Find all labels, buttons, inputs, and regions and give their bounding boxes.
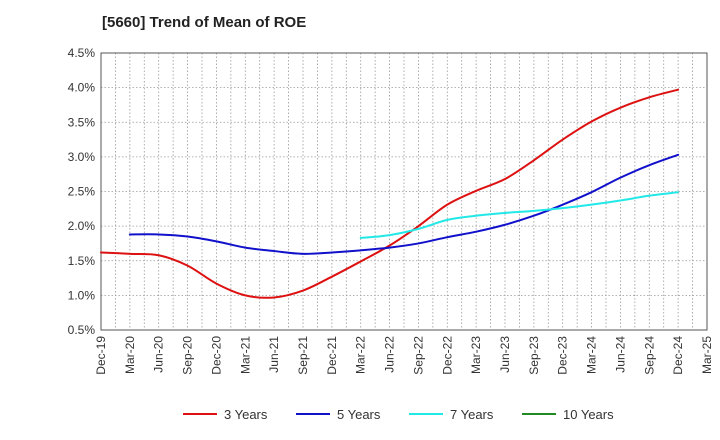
legend-label: 3 Years <box>224 407 268 422</box>
x-tick-label: Mar-20 <box>123 336 137 374</box>
x-tick-label: Dec-24 <box>671 336 685 375</box>
y-tick-label: 3.0% <box>68 150 96 164</box>
y-tick-label: 0.5% <box>68 323 96 337</box>
x-tick-label: Mar-22 <box>354 336 368 374</box>
x-tick-label: Sep-23 <box>527 336 541 375</box>
legend-label: 10 Years <box>563 407 614 422</box>
x-tick-label: Jun-20 <box>152 336 166 373</box>
x-tick-label: Mar-25 <box>700 336 714 374</box>
x-tick-label: Dec-22 <box>440 336 454 375</box>
x-tick-label: Jun-21 <box>267 336 281 373</box>
legend-label: 5 Years <box>337 407 381 422</box>
series-line-3 <box>359 191 680 239</box>
chart-title: [5660] Trend of Mean of ROE <box>102 14 307 31</box>
x-tick-label: Dec-20 <box>209 336 223 375</box>
plot-frame <box>100 52 708 331</box>
x-tick-label: Mar-24 <box>585 336 599 374</box>
legend: 3 Years 5 Years 7 Years 10 Years <box>183 407 614 422</box>
y-tick-label: 2.5% <box>68 185 96 199</box>
x-tick-label: Sep-21 <box>296 336 310 375</box>
x-tick-label: Dec-23 <box>556 336 570 375</box>
x-tick-label: Jun-22 <box>383 336 397 373</box>
x-tick-label: Sep-22 <box>411 336 425 375</box>
y-tick-label: 1.5% <box>68 254 96 268</box>
y-tick-label: 4.5% <box>68 46 96 60</box>
x-tick-label: Mar-21 <box>238 336 252 374</box>
x-tick-label: Jun-24 <box>613 336 627 373</box>
x-tick-label: Mar-23 <box>469 336 483 374</box>
x-tick-label: Sep-24 <box>642 336 656 375</box>
x-tick-label: Dec-21 <box>325 336 339 375</box>
y-tick-label: 1.0% <box>68 288 96 302</box>
y-axis: 0.5% 1.0% 1.5% 2.0% 2.5% 3.0% 3.5% 4.0% 4.5% <box>68 46 96 337</box>
y-tick-label: 4.0% <box>68 81 96 95</box>
x-tick-label: Dec-19 <box>94 336 108 375</box>
y-tick-label: 3.5% <box>68 115 96 129</box>
series-line-2 <box>128 153 680 255</box>
series-layer <box>100 88 680 299</box>
legend-label: 7 Years <box>450 407 494 422</box>
x-tick-label: Jun-23 <box>498 336 512 373</box>
series-line-1 <box>100 88 680 299</box>
y-tick-label: 2.0% <box>68 219 96 233</box>
grid-layer <box>100 52 708 331</box>
x-tick-label: Sep-20 <box>181 336 195 375</box>
x-axis: Dec-19 Mar-20 Jun-20 Sep-20 Dec-20 Mar-21 Jun-… <box>94 336 714 375</box>
